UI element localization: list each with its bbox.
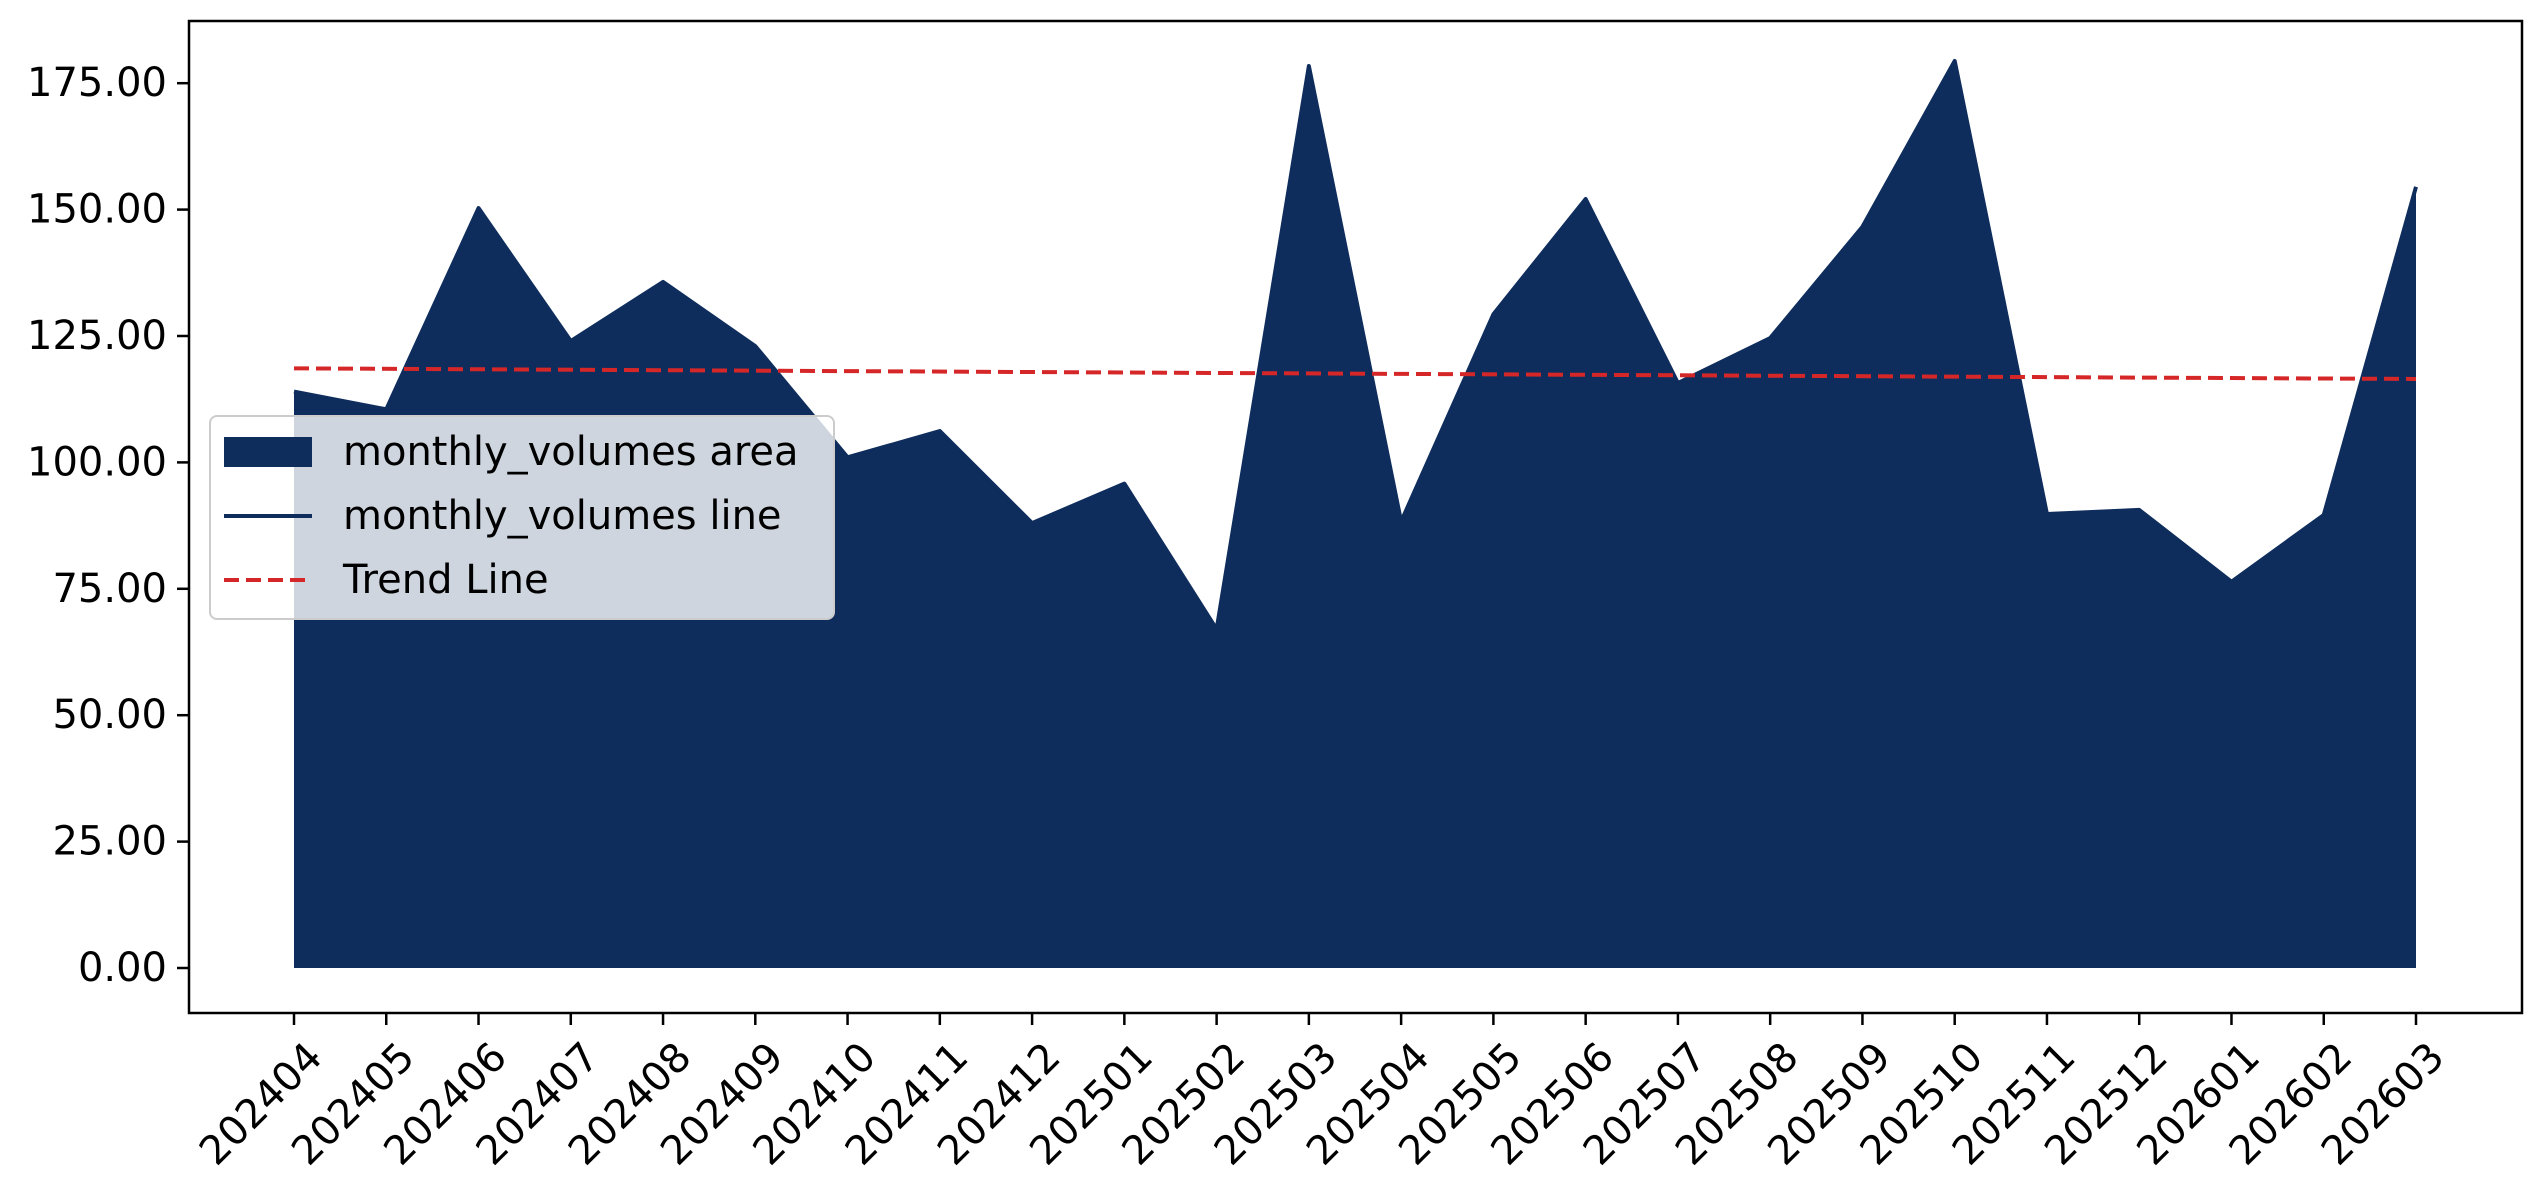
legend-swatch-area: [224, 437, 312, 467]
legend: monthly_volumes area monthly_volumes line…: [209, 415, 835, 620]
legend-box: [209, 415, 835, 620]
y-tick-label: 175.00: [27, 60, 167, 106]
y-tick-label: 0.00: [78, 945, 167, 991]
plot-area: [293, 58, 2418, 969]
area-series-monthly-volumes: [294, 60, 2416, 969]
legend-label: Trend Line: [342, 557, 549, 603]
y-tick-label: 50.00: [52, 692, 167, 738]
y-tick-label: 100.00: [27, 439, 167, 485]
y-tick-label: 25.00: [52, 819, 167, 865]
y-tick-label: 150.00: [27, 187, 167, 233]
trend-line: [293, 366, 2417, 381]
legend-label: monthly_volumes line: [343, 493, 782, 539]
y-tick-label: 75.00: [52, 566, 167, 612]
legend-label: monthly_volumes area: [343, 429, 799, 475]
line-series-monthly-volumes: [293, 58, 2418, 632]
y-tick-label: 125.00: [27, 313, 167, 359]
axes-frame: [187, 19, 2524, 1015]
